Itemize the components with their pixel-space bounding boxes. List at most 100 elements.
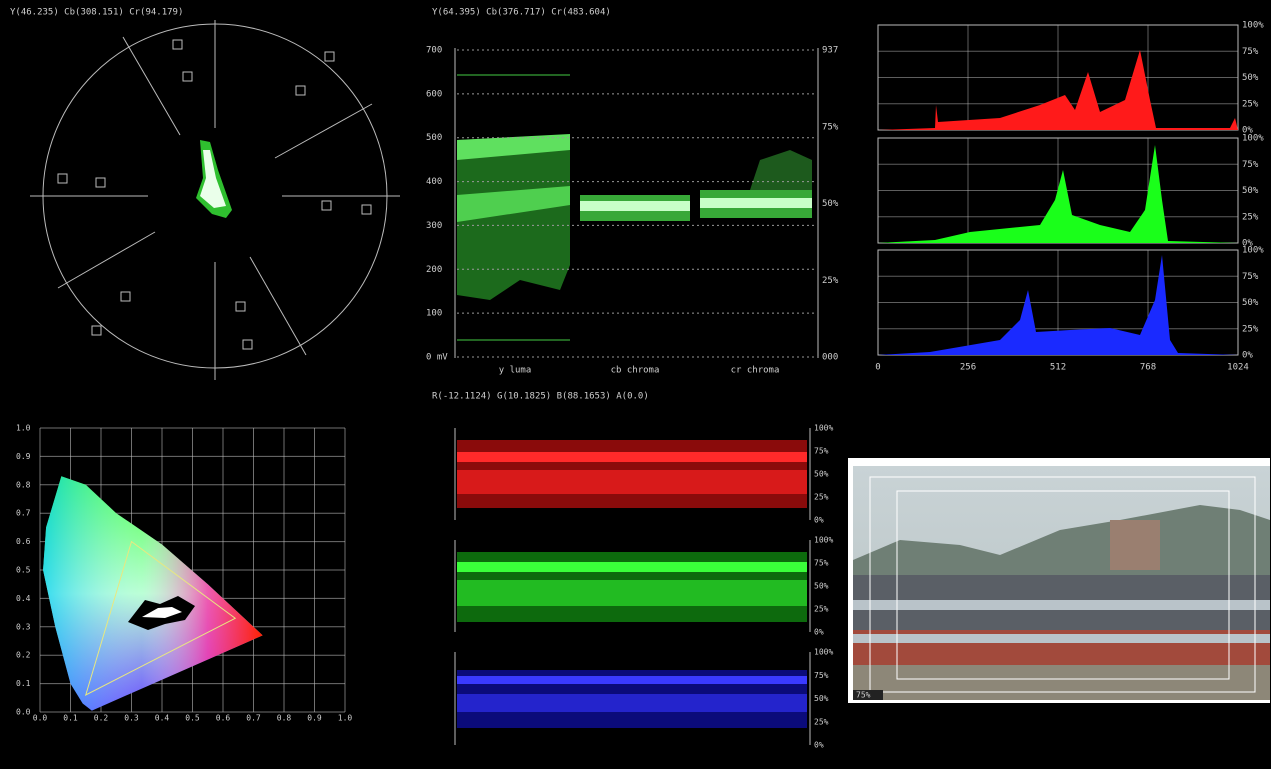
channel-label: cb chroma <box>611 366 660 376</box>
x-tick-label: 0.4 <box>155 714 170 723</box>
preview-label-box <box>853 690 883 700</box>
x-tick-label: 0.1 <box>63 714 78 723</box>
y-tick-label: 200 <box>426 265 442 275</box>
y-tick-label: 0% <box>814 741 824 750</box>
waveform: Y(64.395) Cb(376.717) Cr(483.604) 700 600… <box>426 8 839 376</box>
y2-tick-label: 75% <box>822 122 839 132</box>
y-tick-label: 0.3 <box>16 622 31 631</box>
gamut-triangle <box>84 540 237 696</box>
vectorscope: Y(46.235) Cb(308.151) Cr(94.179) <box>10 8 400 380</box>
y-tick-label: 700 <box>426 46 442 56</box>
y-tick-label: 25% <box>814 493 829 502</box>
luma-trace <box>457 186 570 222</box>
y-tick-label: 75% <box>814 559 829 568</box>
y-tick-label: 0.8 <box>16 480 31 489</box>
y-tick-label: 0.7 <box>16 509 31 518</box>
preview-label: 75% <box>856 691 871 700</box>
y2-tick-label: 50% <box>822 199 839 209</box>
spoke <box>249 256 307 356</box>
x-tick-label: 768 <box>1140 363 1156 373</box>
cr-trace <box>700 198 812 208</box>
y-tick-label: 100% <box>1242 134 1264 144</box>
y-tick-label: 50% <box>814 470 829 479</box>
blue-trace <box>457 676 807 684</box>
preview-buildings <box>1110 520 1160 570</box>
x-tick-label: 0.6 <box>216 714 231 723</box>
y2-tick-label: 000 <box>822 353 838 363</box>
y-tick-label: 75% <box>1242 47 1259 57</box>
luma-trace <box>457 135 570 300</box>
parade-readout: R(-12.1124) G(10.1825) B(88.1653) A(0.0) <box>432 392 649 402</box>
y-tick-label: 25% <box>814 717 829 726</box>
y-tick-label: 100% <box>1242 21 1264 31</box>
y-tick-label: 100% <box>814 648 833 657</box>
cie-diagram: 0.0 0.1 0.2 0.3 0.4 0.5 0.6 0.7 0.8 0.9 1.0 0.0 0.1 0… <box>16 424 352 723</box>
vectorscope-trace-core <box>200 150 226 208</box>
y-tick-label: 75% <box>1242 160 1259 170</box>
red-trace <box>457 470 807 494</box>
waveform-readout: Y(64.395) Cb(376.717) Cr(483.604) <box>432 8 611 18</box>
y-tick-label: 75% <box>1242 272 1259 282</box>
y-tick-label: 50% <box>1242 298 1259 308</box>
cr-trace <box>750 150 812 190</box>
channel-label: cr chroma <box>731 366 780 376</box>
preview-railing <box>853 634 1270 643</box>
y-tick-label: 50% <box>1242 186 1259 196</box>
spoke <box>274 103 373 159</box>
y-tick-label: 300 <box>426 221 442 231</box>
y-tick-label: 0.9 <box>16 452 31 461</box>
x-tick-label: 0.0 <box>33 714 48 723</box>
y-tick-label: 75% <box>814 447 829 456</box>
y-tick-label: 50% <box>1242 73 1259 83</box>
y-tick-label: 0% <box>814 628 824 637</box>
y-tick-label: 0 mV <box>426 353 448 363</box>
y-tick-label: 0% <box>1242 126 1253 136</box>
y-tick-label: 100% <box>1242 246 1264 256</box>
spoke <box>57 231 156 289</box>
y-tick-label: 0.1 <box>16 679 31 688</box>
y-tick-label: 25% <box>1242 212 1259 222</box>
histogram-red <box>878 50 1238 130</box>
safe-area <box>869 476 1256 693</box>
preview: 75% <box>848 458 1270 703</box>
channel-label: y luma <box>499 366 532 376</box>
x-tick-label: 0.9 <box>307 714 322 723</box>
preview-railing <box>853 600 1270 610</box>
y-tick-label: 50% <box>814 582 829 591</box>
safe-title <box>896 490 1230 680</box>
luma-trace <box>457 134 570 160</box>
x-tick-label: 0.5 <box>185 714 200 723</box>
spoke <box>122 36 181 136</box>
green-trace <box>457 562 807 572</box>
histogram-blue <box>878 255 1238 355</box>
y-tick-label: 0.6 <box>16 537 31 546</box>
vectorscope-readout: Y(46.235) Cb(308.151) Cr(94.179) <box>10 8 183 18</box>
rgb-parade: R(-12.1124) G(10.1825) B(88.1653) A(0.0)… <box>432 392 833 750</box>
y-tick-label: 25% <box>814 605 829 614</box>
x-tick-label: 256 <box>960 363 976 373</box>
cb-trace <box>580 201 690 211</box>
y-tick-label: 75% <box>814 671 829 680</box>
y2-tick-label: 937 <box>822 46 838 56</box>
preview-road <box>853 665 1270 700</box>
y-tick-label: 0% <box>814 516 824 525</box>
y-tick-label: 0.5 <box>16 566 31 575</box>
x-tick-label: 1024 <box>1227 363 1249 373</box>
y-tick-label: 600 <box>426 89 442 99</box>
y-tick-label: 100% <box>814 424 833 433</box>
y-tick-label: 100 <box>426 309 442 319</box>
y-tick-label: 0.4 <box>16 594 31 603</box>
red-trace <box>457 452 807 462</box>
y-tick-label: 0% <box>1242 239 1253 249</box>
green-trace <box>457 580 807 606</box>
x-tick-label: 0.3 <box>124 714 139 723</box>
x-tick-label: 0.2 <box>94 714 109 723</box>
histograms: 100%75%50%25%0%100%75%50%25%0%100%75%50%… <box>875 21 1264 373</box>
y-tick-label: 500 <box>426 133 442 143</box>
y2-tick-label: 25% <box>822 276 839 286</box>
y-tick-label: 1.0 <box>16 424 31 433</box>
y-tick-label: 50% <box>814 694 829 703</box>
y-tick-label: 25% <box>1242 99 1259 109</box>
